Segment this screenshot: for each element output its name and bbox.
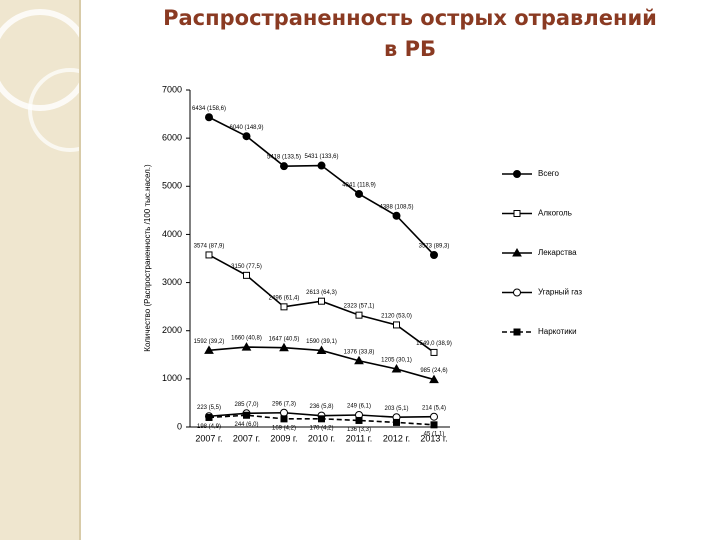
point [430, 412, 438, 421]
title: в РБ [384, 37, 436, 61]
value-label: 223 (5,5) [197, 405, 221, 411]
x-tick-label: 2007 г. [233, 433, 260, 443]
point [242, 132, 251, 141]
value-label: 249 (6,1) [347, 404, 371, 410]
point [205, 251, 213, 259]
point [317, 161, 326, 170]
y-tick-label: 6000 [162, 133, 182, 143]
y-tick-label: 3000 [162, 277, 182, 287]
legend-label: Угарный газ [538, 288, 582, 297]
value-label: 3574 (87,9) [194, 244, 225, 250]
legend-label: Всего [538, 169, 560, 178]
point [392, 211, 401, 220]
legend-label: Наркотики [538, 327, 577, 336]
point [280, 162, 288, 171]
value-label: 1549,0 (38,9) [416, 341, 452, 347]
y-tick-label: 7000 [162, 84, 182, 94]
title: Распространенность острых отравлений [163, 6, 657, 30]
point [355, 416, 363, 424]
value-label: 1647 (40,5) [269, 336, 300, 342]
x-tick-label: 2011 г. [346, 433, 373, 443]
decoration [0, 9, 91, 111]
value-label: 203 (5,1) [384, 406, 408, 412]
point [280, 408, 288, 417]
value-label: 3150 (77,5) [231, 264, 262, 270]
value-label: 45 (1,1) [424, 431, 445, 437]
value-label: 296 (7,3) [272, 401, 296, 407]
point [393, 321, 400, 329]
point [393, 418, 400, 426]
legend-marker [512, 247, 522, 257]
value-label: 2120 (53,0) [381, 314, 412, 320]
legend-label: Лекарства [538, 248, 577, 257]
value-label: 3573 (89,3) [419, 244, 450, 250]
value-label: 4841 (118,9) [342, 183, 376, 189]
value-label: 2323 (57,1) [344, 304, 375, 310]
value-label: 169 (4,2) [272, 425, 296, 431]
value-label: 985 (24,6) [420, 368, 447, 374]
value-label: 1660 (40,8) [231, 336, 262, 342]
x-tick-label: 2009 г. [270, 433, 297, 443]
value-label: 2613 (64,3) [306, 290, 337, 296]
legend-label: Алкоголь [538, 209, 572, 218]
value-label: 198 (4,9) [197, 424, 221, 430]
x-tick-label: 2010 г. [308, 433, 335, 443]
point [243, 271, 250, 279]
point [280, 303, 288, 311]
x-tick-label: 2013 г. [420, 433, 447, 443]
point [318, 297, 325, 305]
value-label: 1376 (33,8) [344, 349, 375, 355]
y-tick-label: 2000 [162, 325, 182, 335]
value-label: 4388 (108,5) [379, 204, 413, 210]
legend-marker [513, 288, 521, 297]
legend-marker [513, 328, 521, 336]
legend-marker [513, 170, 521, 178]
value-label: 5418 (133,5) [267, 155, 301, 161]
value-label: 244 (6,0) [234, 422, 258, 428]
point [205, 113, 213, 122]
point [243, 411, 250, 419]
point [391, 363, 402, 373]
series-line [208, 116, 435, 256]
point [430, 250, 438, 259]
value-label: 214 (5,4) [422, 405, 446, 411]
value-label: 6040 (148,9) [229, 125, 263, 131]
y-tick-label: 0 [177, 421, 182, 431]
value-label: 1205 (30,1) [381, 358, 412, 364]
point [279, 342, 289, 352]
point [318, 415, 325, 423]
point [280, 415, 288, 423]
point [430, 348, 438, 356]
value-label: 2496 (61,4) [269, 295, 300, 301]
point [316, 345, 327, 354]
value-label: 6434 (158,6) [192, 106, 226, 112]
point [429, 374, 439, 384]
y-tick-label: 5000 [162, 181, 182, 191]
point [354, 355, 364, 365]
value-label: 1592 (39,2) [194, 339, 225, 345]
value-label: 236 (5,8) [309, 404, 333, 410]
x-tick-label: 2012 г. [383, 433, 410, 443]
point [205, 413, 213, 421]
y-tick-label: 1000 [162, 373, 182, 383]
value-label: 5431 (133,6) [304, 154, 338, 160]
point [430, 421, 438, 429]
decoration [28, 68, 112, 152]
y-axis-label: Количество (Распространенность /100 тыс.… [143, 164, 152, 352]
x-tick-label: 2007 г. [195, 433, 222, 443]
value-label: 170 (4,2) [309, 425, 333, 431]
y-tick-label: 4000 [162, 229, 182, 239]
value-label: 285 (7,0) [234, 402, 258, 408]
point [204, 345, 214, 354]
point [355, 311, 363, 319]
point [355, 189, 363, 198]
value-label: 1590 (39,1) [306, 339, 337, 345]
side-band [0, 0, 80, 540]
legend-marker [513, 210, 521, 217]
value-label: 136 (3,3) [347, 427, 371, 433]
point [241, 342, 252, 351]
